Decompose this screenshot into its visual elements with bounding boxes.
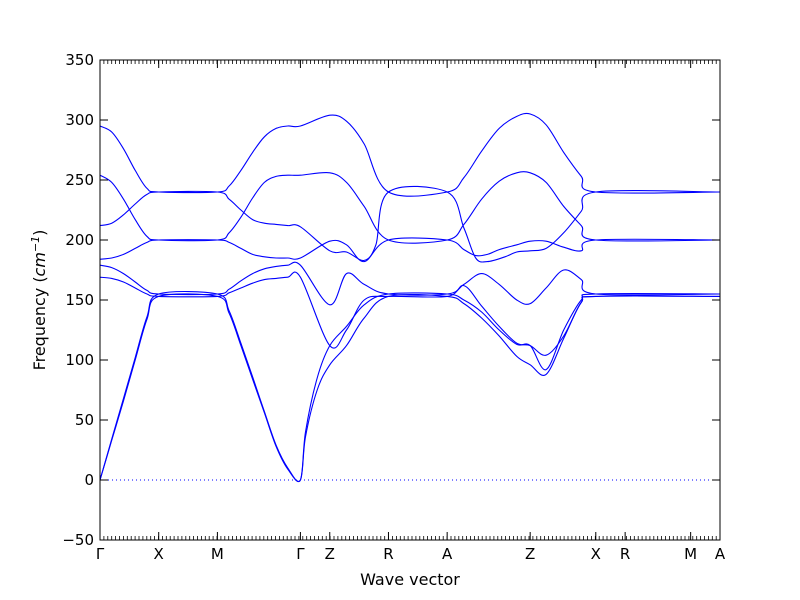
x-axis-label: Wave vector bbox=[360, 570, 460, 589]
x-tick-label: M bbox=[684, 545, 697, 563]
y-axis: −50 0 50 100 150 200 250 300 350 bbox=[62, 51, 720, 549]
y-tick-label: 100 bbox=[65, 351, 94, 369]
x-tick-label: X bbox=[591, 545, 601, 563]
x-tick-label: M bbox=[211, 545, 224, 563]
band-line-3 bbox=[99, 185, 721, 263]
y-axis-label: Frequency (cm−1) bbox=[29, 230, 49, 371]
x-tick-label: A bbox=[715, 545, 726, 563]
y-tick-label: 0 bbox=[84, 471, 94, 489]
y-tick-label: 150 bbox=[65, 291, 94, 309]
band-line-7 bbox=[99, 290, 721, 483]
y-tick-label: 200 bbox=[65, 231, 94, 249]
x-tick-label: Z bbox=[525, 545, 535, 563]
band-line-5 bbox=[99, 261, 721, 306]
x-tick-label: A bbox=[442, 545, 453, 563]
x-tick-label: Z bbox=[325, 545, 335, 563]
x-tick-label: R bbox=[383, 545, 393, 563]
y-tick-label: 250 bbox=[65, 171, 94, 189]
y-tick-label: 350 bbox=[65, 51, 94, 69]
band-lines bbox=[99, 112, 721, 483]
band-line-1 bbox=[99, 112, 721, 197]
x-tick-label: Γ bbox=[296, 545, 305, 563]
x-tick-label: Γ bbox=[96, 545, 105, 563]
y-tick-label: 50 bbox=[75, 411, 94, 429]
band-line-2 bbox=[99, 171, 721, 244]
y-tick-label: −50 bbox=[62, 531, 94, 549]
plot-area bbox=[100, 60, 720, 540]
x-tick-label: R bbox=[620, 545, 630, 563]
x-tick-label: X bbox=[154, 545, 164, 563]
band-line-8 bbox=[99, 293, 721, 482]
band-line-4 bbox=[99, 237, 721, 263]
y-tick-label: 300 bbox=[65, 111, 94, 129]
